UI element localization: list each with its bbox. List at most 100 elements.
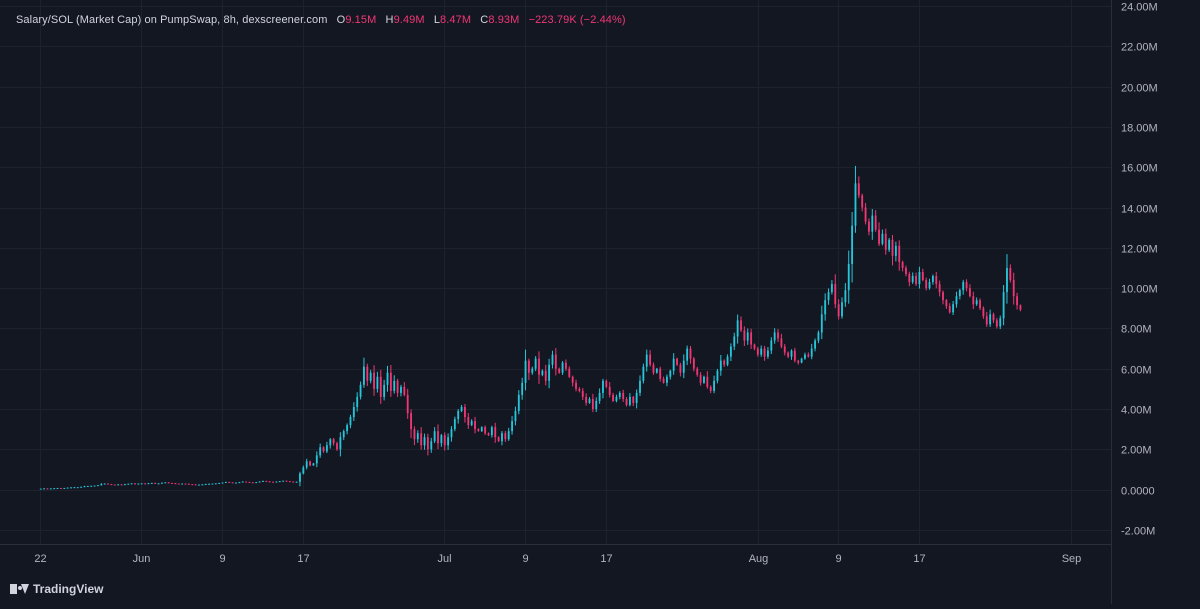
candle-body (73, 487, 76, 489)
candle-body (901, 261, 904, 268)
candle-body (965, 282, 968, 289)
candles (39, 165, 1022, 490)
price-tick-label: -2.00M (1121, 526, 1155, 538)
candle-body (184, 483, 187, 485)
candle-body (672, 358, 675, 371)
candle-body (453, 419, 456, 430)
high-value: 9.49M (393, 14, 425, 26)
candle-body (100, 483, 103, 486)
candle-body (612, 394, 614, 401)
candle-body (716, 370, 719, 381)
candle-body (989, 314, 992, 325)
candle-body (689, 348, 692, 359)
candle-body (349, 417, 352, 426)
candle-body (686, 348, 689, 361)
candle-body (157, 483, 160, 485)
candle-body (470, 421, 473, 426)
candle-body (204, 483, 207, 485)
candle-body (602, 380, 604, 393)
candle-body (982, 308, 985, 317)
candle-body (591, 398, 594, 410)
candle-body (1016, 296, 1018, 306)
candle-body (107, 483, 109, 485)
candle-body (827, 292, 830, 301)
tradingview-branding[interactable]: TradingView (10, 582, 103, 596)
candle-body (554, 354, 557, 369)
candle-body (93, 485, 96, 487)
candle-body (952, 304, 955, 313)
candle-body (130, 483, 133, 485)
candle-body (127, 483, 130, 485)
candle-body (413, 429, 416, 440)
candle-body (356, 396, 359, 407)
time-tick-label: 22 (34, 553, 46, 565)
candle-body (524, 360, 527, 383)
candle-body (171, 482, 173, 484)
time-tick-label: 17 (913, 553, 925, 565)
symbol-title[interactable]: Salary/SOL (Market Cap) on PumpSwap, 8h,… (16, 14, 328, 26)
candle-body (666, 376, 668, 383)
candle-body (938, 284, 941, 293)
candle-body (645, 354, 648, 367)
candle-body (97, 485, 99, 487)
candle-body (534, 358, 537, 369)
candle-body (608, 386, 611, 395)
candle-body (144, 483, 147, 485)
candle-body (251, 482, 254, 484)
candle-body (396, 380, 399, 393)
candle-body (433, 431, 436, 442)
candle-body (847, 263, 850, 291)
candle-body (208, 483, 210, 485)
candle-body (598, 392, 601, 401)
candle-body (709, 386, 712, 391)
candle-body (167, 482, 170, 484)
candle-body (103, 483, 106, 485)
candle-body (487, 433, 490, 436)
price-tick-label: 0.0000 (1121, 486, 1155, 498)
low-key: L (433, 14, 441, 26)
candle-body (477, 429, 480, 432)
price-tick-label: 4.00M (1121, 405, 1152, 417)
candle-body (154, 482, 157, 484)
candle-body (198, 484, 200, 486)
candle-body (1006, 267, 1008, 293)
candle-body (460, 406, 463, 412)
candle-body (474, 421, 476, 430)
candle-body (80, 486, 83, 488)
candle-body (659, 368, 662, 379)
candle-body (588, 398, 591, 403)
candle-body (416, 433, 419, 440)
candle-body (888, 239, 891, 250)
time-tick-label: 17 (297, 553, 309, 565)
close-value: 8.93M (488, 14, 520, 26)
candle-body (464, 406, 466, 418)
candle-body (90, 485, 93, 487)
candle-body (578, 388, 581, 391)
candle-body (265, 480, 268, 482)
candle-body (844, 290, 847, 303)
candle-body (113, 484, 116, 486)
price-axis[interactable]: 24.00M 22.00M 20.00M 18.00M 16.00M 14.00M 12.0… (1121, 2, 1158, 538)
candle-body (891, 239, 894, 256)
candle-body (511, 421, 513, 432)
candle-body (221, 482, 224, 484)
candle-body (743, 330, 746, 341)
candle-body (790, 350, 793, 357)
candle-body (975, 300, 978, 305)
time-tick-label: 17 (600, 553, 612, 565)
time-tick-label: Jul (437, 553, 451, 565)
candle-body (962, 282, 965, 291)
candle-body (972, 296, 975, 305)
candle-body (181, 483, 184, 485)
time-axis[interactable]: 22 Jun 9 17 Jul 9 17 Aug 9 17 Sep (34, 553, 1081, 565)
candle-body (366, 366, 369, 381)
candle-body (450, 429, 453, 438)
candle-body (332, 439, 335, 444)
candle-body (969, 288, 971, 297)
candle-body (376, 376, 379, 389)
candle-body (881, 233, 884, 244)
candle-body (830, 284, 833, 293)
candle-body (531, 368, 534, 373)
candle-body (497, 437, 500, 442)
